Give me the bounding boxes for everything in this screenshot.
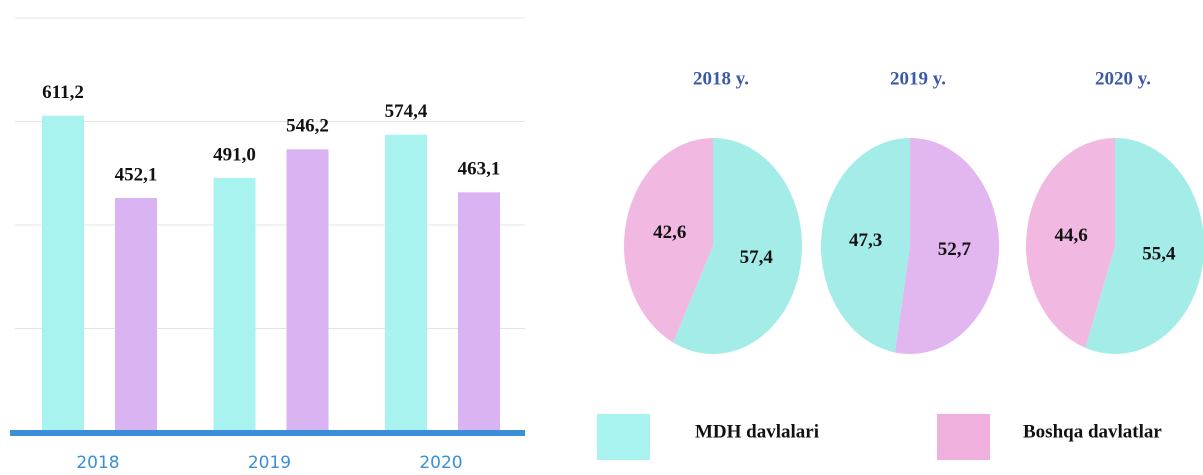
- pie-title: 2019 y.: [890, 68, 946, 89]
- value-label: 574,4: [385, 101, 428, 122]
- bar: [385, 134, 427, 433]
- x-tick-label: 2019: [248, 453, 291, 473]
- value-label: 44,6: [1055, 225, 1088, 246]
- bar: [286, 149, 329, 433]
- value-label: 546,2: [286, 116, 329, 137]
- bar: [115, 198, 157, 432]
- x-tick-label: 2020: [419, 453, 462, 473]
- pie-slice: [1085, 138, 1203, 354]
- pie-slice: [624, 138, 713, 343]
- value-label: 491,0: [213, 144, 256, 165]
- legend-swatch: [597, 414, 650, 460]
- pie-slice: [894, 138, 999, 354]
- legend-label: MDH davlalari: [695, 421, 819, 442]
- legend-swatch: [937, 414, 990, 460]
- value-label: 52,7: [938, 239, 972, 260]
- legend-label: Boshqa davlatlar: [1023, 421, 1162, 442]
- pie-slice: [673, 138, 802, 354]
- value-label: 55,4: [1142, 243, 1176, 264]
- pie-slice: [820, 138, 910, 353]
- bar: [213, 177, 256, 432]
- bar: [458, 192, 500, 432]
- pie-slice: [1026, 138, 1115, 348]
- value-label: 463,1: [458, 159, 501, 180]
- bar: [42, 115, 84, 432]
- pie-title: 2020 y.: [1095, 68, 1151, 89]
- x-tick-label: 2018: [76, 453, 119, 473]
- pie-title: 2018 y.: [693, 68, 749, 89]
- value-label: 42,6: [653, 222, 686, 243]
- value-label: 452,1: [115, 164, 158, 185]
- value-label: 57,4: [740, 247, 774, 268]
- value-label: 47,3: [849, 230, 882, 251]
- value-label: 611,2: [42, 82, 84, 103]
